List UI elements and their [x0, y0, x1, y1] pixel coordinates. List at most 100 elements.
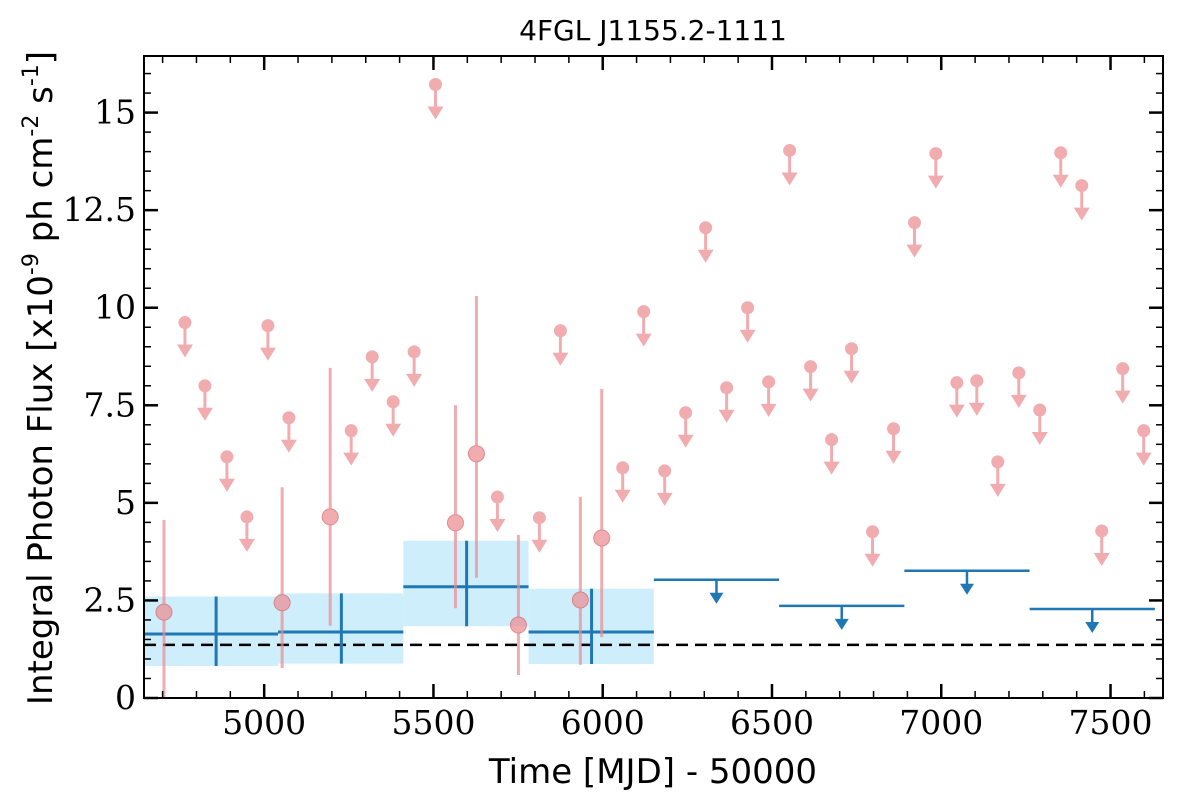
short-bin-marker	[593, 529, 611, 547]
down-arrow-icon	[968, 402, 985, 416]
short-bin-point-1	[273, 487, 291, 668]
short-bin-ul-marker	[866, 525, 880, 539]
down-arrow-icon	[656, 492, 673, 506]
short-bin-ul-marker	[970, 374, 984, 388]
short-bin-ul-marker	[887, 422, 901, 436]
short-bin-ul-marker	[1033, 403, 1047, 417]
short-bin-ul-marker	[804, 360, 818, 374]
down-arrow-icon	[259, 347, 276, 361]
down-arrow-icon	[781, 172, 798, 186]
short-bin-ul-marker	[845, 342, 859, 356]
down-arrow-icon	[697, 249, 714, 263]
down-arrow-icon	[864, 553, 881, 567]
y-axis-title-cm-exp: -2	[19, 115, 44, 137]
x-tick-label: 6500	[730, 703, 814, 742]
down-arrow-icon	[823, 461, 840, 475]
short-bin-ul-marker	[240, 510, 254, 524]
short-bin-upper-limit-34	[1031, 403, 1048, 445]
down-arrow-icon	[1052, 174, 1069, 188]
short-bin-ul-marker	[1054, 146, 1068, 160]
short-bin-point-2	[321, 367, 339, 626]
short-bin-ul-marker	[178, 316, 192, 330]
short-bin-point-0	[155, 520, 173, 698]
short-bin-ul-marker	[699, 221, 713, 235]
axes: 5000 5500 6000 6500 7000 7500 0 2.5 5 7.5 10 12.5 15	[63, 55, 1164, 742]
short-bin-ul-marker	[929, 147, 943, 161]
short-bin-ul-marker	[825, 433, 839, 447]
y-tick-label: 10	[94, 288, 136, 327]
short-bin-upper-limit-15	[635, 305, 652, 347]
short-bin-ul-marker	[637, 305, 651, 319]
short-bin-ul-marker	[428, 77, 442, 91]
long-bin-upper-limit-2	[904, 569, 1030, 595]
down-arrow-icon	[677, 434, 694, 448]
down-arrow-icon	[343, 452, 360, 466]
down-arrow-icon	[552, 352, 569, 366]
short-bin-upper-limit-1	[196, 379, 213, 421]
long-bin-point-1	[278, 593, 404, 664]
down-arrow-icon	[531, 539, 548, 553]
short-bin-point-7	[593, 388, 611, 638]
short-bin-upper-limit-23	[802, 360, 819, 402]
short-bin-upper-limit-32	[989, 455, 1006, 497]
x-tick-label: 7000	[899, 703, 983, 742]
short-bin-upper-limit-22	[781, 143, 798, 186]
short-bin-ul-marker	[261, 319, 275, 333]
short-bin-ul-marker	[679, 406, 693, 420]
down-arrow-icon	[709, 592, 724, 604]
short-bin-marker	[321, 508, 339, 526]
y-tick-label: 15	[94, 93, 136, 132]
down-arrow-icon	[238, 538, 255, 552]
short-bin-upper-limit-18	[697, 221, 714, 263]
short-bin-upper-limit-4	[259, 319, 276, 361]
long-bin-upper-limit-0	[653, 578, 780, 604]
short-bin-upper-limit-0	[176, 316, 193, 358]
down-arrow-icon	[406, 373, 423, 387]
long-bin-point-3	[528, 588, 654, 665]
short-bin-marker	[273, 594, 291, 612]
short-bin-ul-marker	[908, 216, 922, 230]
x-tick-label: 6000	[561, 703, 645, 742]
short-bin-upper-limit-25	[843, 342, 860, 384]
y-axis-title-close: ]	[21, 51, 61, 64]
short-bin-ul-marker	[553, 324, 567, 338]
short-bin-point-5	[509, 534, 527, 675]
down-arrow-icon	[1114, 390, 1131, 404]
short-bin-upper-limit-29	[927, 147, 944, 189]
short-bin-upper-limit-2	[218, 450, 235, 492]
short-bin-ul-marker	[616, 461, 630, 475]
y-tick-label: 0	[115, 678, 136, 717]
short-bin-upper-limit-35	[1052, 146, 1069, 188]
short-bin-ul-marker	[198, 379, 212, 393]
down-arrow-icon	[927, 175, 944, 189]
short-bin-upper-limit-31	[968, 374, 985, 416]
long-bin-point-0	[144, 596, 279, 666]
y-axis-title-exp: -9	[19, 253, 44, 275]
x-axis-title: Time [MJD] - 50000	[488, 752, 817, 792]
down-arrow-icon	[739, 329, 756, 343]
short-bin-ul-marker	[783, 143, 797, 157]
long-bin-point-2	[403, 540, 529, 627]
short-bin-upper-limit-12	[531, 511, 548, 553]
down-arrow-icon	[959, 583, 974, 595]
short-bin-upper-limit-36	[1073, 179, 1090, 221]
short-bin-ul-marker	[532, 511, 546, 525]
short-bin-ul-marker	[720, 381, 734, 395]
short-bin-upper-limit-24	[823, 433, 840, 475]
short-bin-ul-marker	[741, 301, 755, 315]
y-tick-label: 5	[115, 483, 136, 522]
short-bin-upper-limit-6	[343, 424, 360, 466]
down-arrow-icon	[843, 370, 860, 384]
y-axis-title-units: ph cm	[21, 137, 61, 254]
y-axis-title: Integral Photon Flux [x10-9 ph cm-2 s-1]	[19, 51, 61, 705]
short-bin-ul-marker	[658, 464, 672, 478]
short-bin-point-4	[467, 296, 485, 578]
long-bin-upper-limit-1	[779, 604, 905, 630]
short-bin-marker	[446, 514, 464, 532]
short-bin-upper-limit-20	[739, 301, 756, 343]
down-arrow-icon	[218, 478, 235, 492]
plot-frame	[143, 55, 1164, 699]
short-bin-ul-marker	[365, 350, 379, 364]
short-bin-upper-limit-14	[614, 461, 631, 503]
short-bin-upper-limit-21	[760, 375, 777, 417]
